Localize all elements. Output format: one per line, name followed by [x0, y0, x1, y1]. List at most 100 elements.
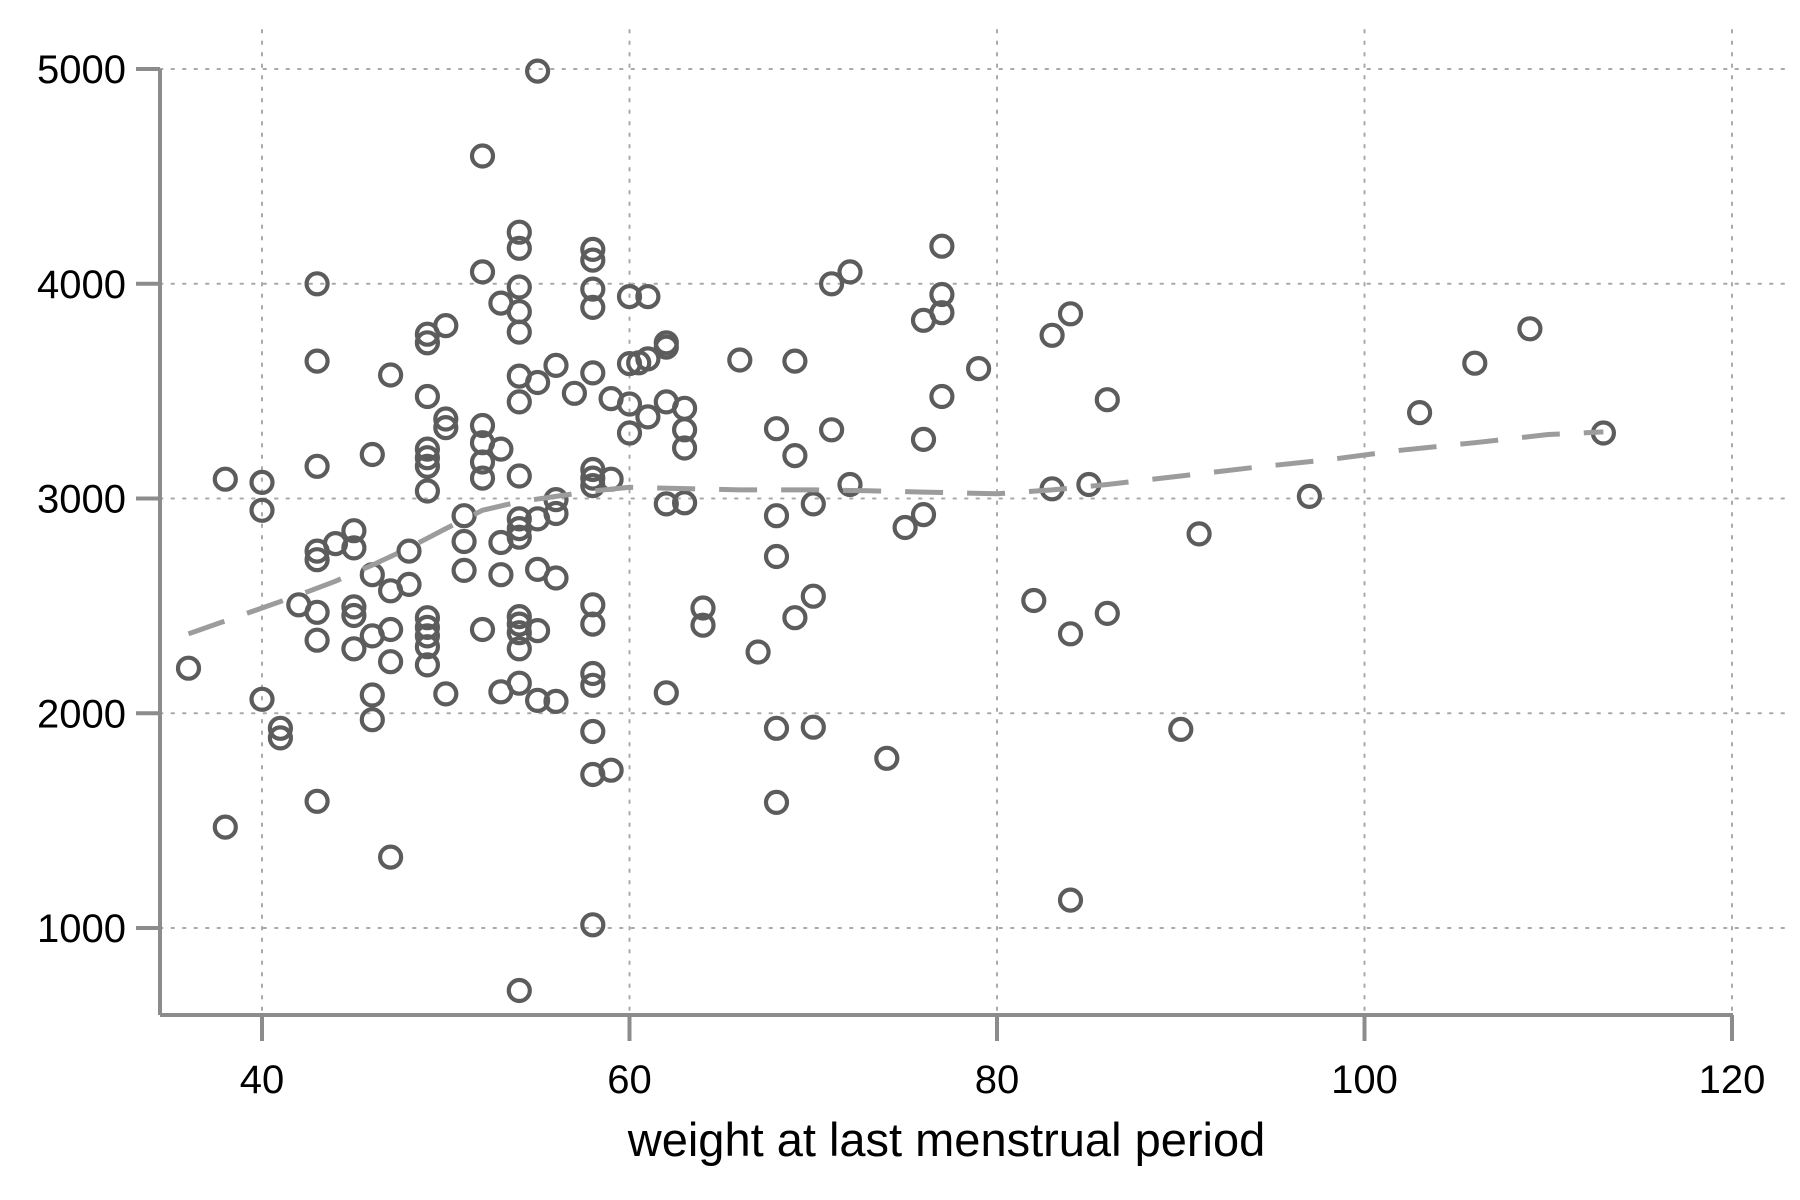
data-point [359, 623, 385, 649]
y-tick-label: 1000 [37, 907, 126, 951]
x-tick-label: 80 [975, 1058, 1020, 1102]
data-point [671, 435, 698, 461]
data-point [414, 634, 440, 660]
data-point [506, 299, 532, 325]
data-point [671, 395, 698, 421]
data-point [1057, 621, 1084, 647]
data-point [671, 490, 698, 516]
y-tick-label: 4000 [37, 263, 126, 307]
data-point [782, 348, 808, 374]
data-point [414, 321, 440, 347]
data-point [874, 745, 900, 771]
data-point [469, 449, 496, 475]
data-point [1406, 400, 1433, 426]
data-point [910, 426, 937, 452]
data-point [378, 578, 404, 604]
data-point [249, 686, 275, 712]
data-point [616, 351, 643, 377]
data-point [580, 611, 606, 637]
data-point [506, 274, 532, 300]
data-point [433, 681, 459, 707]
data-point [506, 515, 532, 542]
data-point [653, 491, 679, 517]
data-point [1057, 887, 1084, 913]
data-point [543, 688, 569, 715]
data-point [543, 565, 569, 591]
data-point [800, 583, 826, 609]
data-point [653, 680, 679, 706]
data-point [267, 725, 293, 751]
y-tick-label: 3000 [37, 478, 126, 522]
data-point [671, 417, 698, 443]
data-point [910, 501, 937, 528]
axes [136, 67, 1734, 1041]
data-point [580, 473, 606, 499]
data-point [837, 471, 863, 498]
data-point [929, 383, 955, 410]
data-point [524, 687, 551, 714]
x-tick-label: 100 [1331, 1058, 1398, 1102]
data-point [506, 389, 532, 415]
data-point [580, 912, 606, 938]
data-point [304, 348, 330, 374]
data-point [469, 259, 496, 285]
data-point [1039, 322, 1065, 348]
data-point [929, 281, 955, 308]
data-point [212, 814, 238, 840]
data-point [745, 639, 771, 665]
data-point [451, 503, 477, 529]
data-point [304, 453, 330, 479]
data-point [965, 356, 992, 382]
smoother-line [187, 429, 1604, 637]
data-point [378, 362, 404, 388]
data-point [506, 620, 532, 646]
data-point [451, 557, 477, 584]
data-point [524, 369, 551, 396]
data-point [818, 417, 845, 443]
data-point [267, 715, 293, 741]
y-tick-label: 2000 [37, 692, 126, 736]
tick-labels: 1000 2000 3000 4000 5000 40 60 80 100 120 [37, 48, 1765, 1102]
data-point [1462, 350, 1488, 376]
data-point [488, 529, 514, 556]
data-point [341, 602, 367, 629]
x-tick-label: 120 [1699, 1058, 1766, 1102]
data-point [580, 465, 606, 491]
data-point [818, 271, 845, 297]
data-point [1021, 587, 1047, 614]
data-point [304, 538, 330, 564]
data-point [616, 391, 643, 417]
data-point [506, 463, 532, 489]
data-point [524, 58, 551, 84]
data-point [304, 788, 330, 814]
x-tick-label: 60 [607, 1058, 652, 1102]
data-point [378, 844, 404, 870]
data-point [249, 497, 275, 523]
data-point [763, 543, 790, 570]
data-point [378, 649, 404, 675]
data-point [580, 672, 606, 698]
data-point [782, 605, 808, 631]
data-point [635, 404, 661, 430]
data-point [616, 420, 643, 446]
data-point [580, 294, 606, 320]
data-point [469, 412, 496, 439]
data-point [506, 636, 532, 662]
data-point [304, 547, 330, 573]
scatter-points [175, 58, 1617, 1004]
data-point [800, 714, 826, 740]
x-tick-label: 40 [240, 1058, 285, 1102]
data-point [763, 715, 790, 741]
data-point [1186, 521, 1212, 547]
data-point [506, 235, 532, 261]
data-point [396, 538, 422, 564]
data-point [580, 247, 606, 273]
data-point [212, 466, 238, 492]
data-point [341, 594, 367, 620]
data-point [580, 761, 606, 788]
data-point [580, 718, 606, 745]
data-point [763, 503, 790, 529]
data-point [892, 514, 918, 541]
data-point [469, 616, 496, 643]
